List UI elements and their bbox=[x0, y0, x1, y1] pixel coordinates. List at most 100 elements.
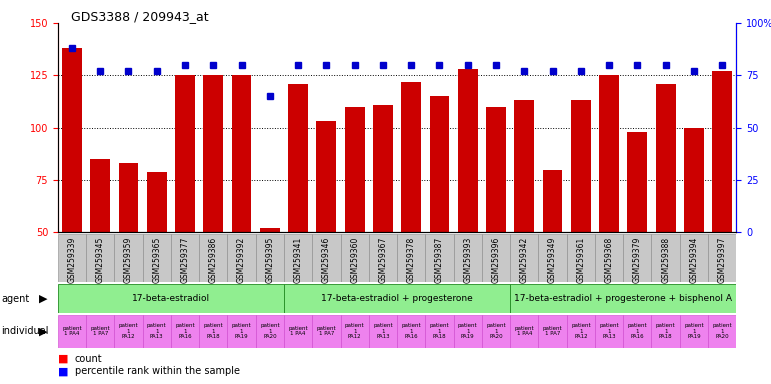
Bar bbox=[599, 75, 619, 232]
Text: GSM259387: GSM259387 bbox=[435, 237, 444, 283]
Bar bbox=[86, 315, 114, 348]
Text: GSM259339: GSM259339 bbox=[67, 237, 76, 283]
Bar bbox=[426, 315, 453, 348]
Bar bbox=[486, 107, 506, 232]
Bar bbox=[482, 315, 510, 348]
Bar bbox=[510, 284, 736, 313]
Bar bbox=[114, 315, 143, 348]
Text: GSM259392: GSM259392 bbox=[237, 237, 246, 283]
Bar bbox=[90, 159, 110, 232]
Text: patient
1
PA18: patient 1 PA18 bbox=[429, 323, 449, 339]
Text: GSM259349: GSM259349 bbox=[548, 237, 557, 283]
Text: patient
1 PA7: patient 1 PA7 bbox=[543, 326, 562, 336]
Bar bbox=[510, 234, 538, 282]
Bar bbox=[312, 234, 341, 282]
Text: patient
1 PA7: patient 1 PA7 bbox=[317, 326, 336, 336]
Text: GSM259365: GSM259365 bbox=[152, 237, 161, 283]
Bar bbox=[595, 234, 623, 282]
Text: patient
1
PA16: patient 1 PA16 bbox=[628, 323, 647, 339]
Bar bbox=[510, 315, 538, 348]
Bar bbox=[62, 48, 82, 232]
Bar bbox=[227, 234, 256, 282]
Text: GSM259367: GSM259367 bbox=[379, 237, 388, 283]
Bar bbox=[256, 315, 284, 348]
Bar bbox=[175, 75, 195, 232]
Bar bbox=[58, 315, 86, 348]
Bar bbox=[341, 315, 369, 348]
Bar bbox=[171, 234, 199, 282]
Bar bbox=[341, 234, 369, 282]
Bar bbox=[316, 121, 336, 232]
Bar bbox=[482, 234, 510, 282]
Bar bbox=[429, 96, 449, 232]
Bar bbox=[651, 315, 680, 348]
Bar bbox=[708, 234, 736, 282]
Text: patient
1 PA7: patient 1 PA7 bbox=[90, 326, 110, 336]
Bar bbox=[199, 315, 227, 348]
Bar bbox=[114, 234, 143, 282]
Bar bbox=[284, 315, 312, 348]
Bar bbox=[595, 315, 623, 348]
Bar bbox=[171, 315, 199, 348]
Bar bbox=[397, 315, 426, 348]
Bar bbox=[288, 84, 308, 232]
Text: patient
1
PA16: patient 1 PA16 bbox=[402, 323, 421, 339]
Bar bbox=[284, 284, 510, 313]
Text: GSM259368: GSM259368 bbox=[604, 237, 614, 283]
Bar bbox=[623, 234, 651, 282]
Text: GSM259394: GSM259394 bbox=[689, 237, 699, 283]
Text: patient
1
PA12: patient 1 PA12 bbox=[571, 323, 591, 339]
Bar bbox=[369, 234, 397, 282]
Bar bbox=[567, 234, 595, 282]
Bar bbox=[204, 75, 223, 232]
Text: percentile rank within the sample: percentile rank within the sample bbox=[75, 366, 240, 376]
Bar bbox=[426, 234, 453, 282]
Text: GSM259341: GSM259341 bbox=[294, 237, 303, 283]
Bar bbox=[284, 234, 312, 282]
Bar bbox=[312, 315, 341, 348]
Text: patient
1
PA13: patient 1 PA13 bbox=[147, 323, 167, 339]
Text: agent: agent bbox=[2, 294, 30, 304]
Bar bbox=[538, 315, 567, 348]
Text: patient
1
PA19: patient 1 PA19 bbox=[684, 323, 704, 339]
Text: patient
1
PA19: patient 1 PA19 bbox=[232, 323, 251, 339]
Text: ■: ■ bbox=[58, 354, 69, 364]
Text: patient
1
PA13: patient 1 PA13 bbox=[599, 323, 619, 339]
Text: GSM259360: GSM259360 bbox=[350, 237, 359, 283]
Bar bbox=[571, 101, 591, 232]
Text: patient
1
PA20: patient 1 PA20 bbox=[487, 323, 506, 339]
Bar bbox=[458, 69, 477, 232]
Bar bbox=[680, 315, 708, 348]
Bar bbox=[199, 234, 227, 282]
Text: patient
1 PA4: patient 1 PA4 bbox=[288, 326, 308, 336]
Text: patient
1 PA4: patient 1 PA4 bbox=[62, 326, 82, 336]
Text: GSM259388: GSM259388 bbox=[661, 237, 670, 283]
Text: count: count bbox=[75, 354, 103, 364]
Bar bbox=[227, 315, 256, 348]
Bar bbox=[401, 82, 421, 232]
Bar bbox=[538, 234, 567, 282]
Bar bbox=[712, 71, 732, 232]
Text: GSM259395: GSM259395 bbox=[265, 237, 274, 283]
Text: GSM259342: GSM259342 bbox=[520, 237, 529, 283]
Bar bbox=[708, 315, 736, 348]
Text: patient
1
PA12: patient 1 PA12 bbox=[345, 323, 365, 339]
Text: patient
1
PA16: patient 1 PA16 bbox=[175, 323, 195, 339]
Text: 17-beta-estradiol: 17-beta-estradiol bbox=[132, 294, 210, 303]
Text: patient
1
PA18: patient 1 PA18 bbox=[204, 323, 223, 339]
Text: 17-beta-estradiol + progesterone: 17-beta-estradiol + progesterone bbox=[322, 294, 473, 303]
Bar bbox=[58, 234, 86, 282]
Bar bbox=[256, 234, 284, 282]
Text: patient
1
PA13: patient 1 PA13 bbox=[373, 323, 392, 339]
Text: individual: individual bbox=[2, 326, 49, 336]
Bar bbox=[453, 234, 482, 282]
Bar bbox=[146, 172, 167, 232]
Text: patient
1
PA20: patient 1 PA20 bbox=[712, 323, 732, 339]
Bar bbox=[684, 127, 704, 232]
Bar bbox=[628, 132, 647, 232]
Text: patient
1 PA4: patient 1 PA4 bbox=[514, 326, 534, 336]
Bar bbox=[453, 315, 482, 348]
Bar bbox=[567, 315, 595, 348]
Bar bbox=[260, 228, 280, 232]
Text: GSM259378: GSM259378 bbox=[406, 237, 416, 283]
